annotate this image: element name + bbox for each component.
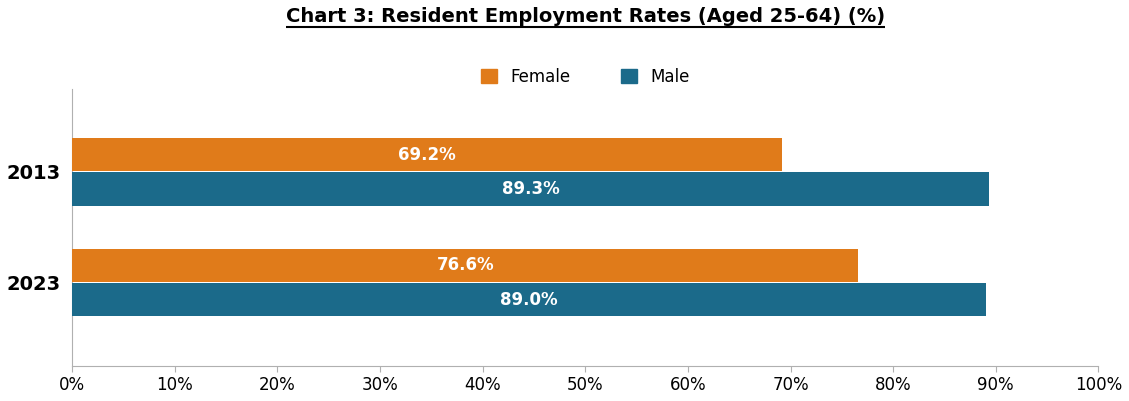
Text: 76.6%: 76.6% <box>437 256 495 274</box>
Bar <box>72 249 858 282</box>
Bar <box>72 172 989 206</box>
Title: Chart 3: Resident Employment Rates (Aged 25-64) (%): Chart 3: Resident Employment Rates (Aged… <box>286 7 885 26</box>
Bar <box>72 138 782 171</box>
Bar <box>72 283 986 316</box>
Text: 69.2%: 69.2% <box>399 146 456 164</box>
Legend: Female, Male: Female, Male <box>474 61 697 92</box>
Text: 89.3%: 89.3% <box>501 180 559 198</box>
Text: 89.0%: 89.0% <box>500 291 558 309</box>
